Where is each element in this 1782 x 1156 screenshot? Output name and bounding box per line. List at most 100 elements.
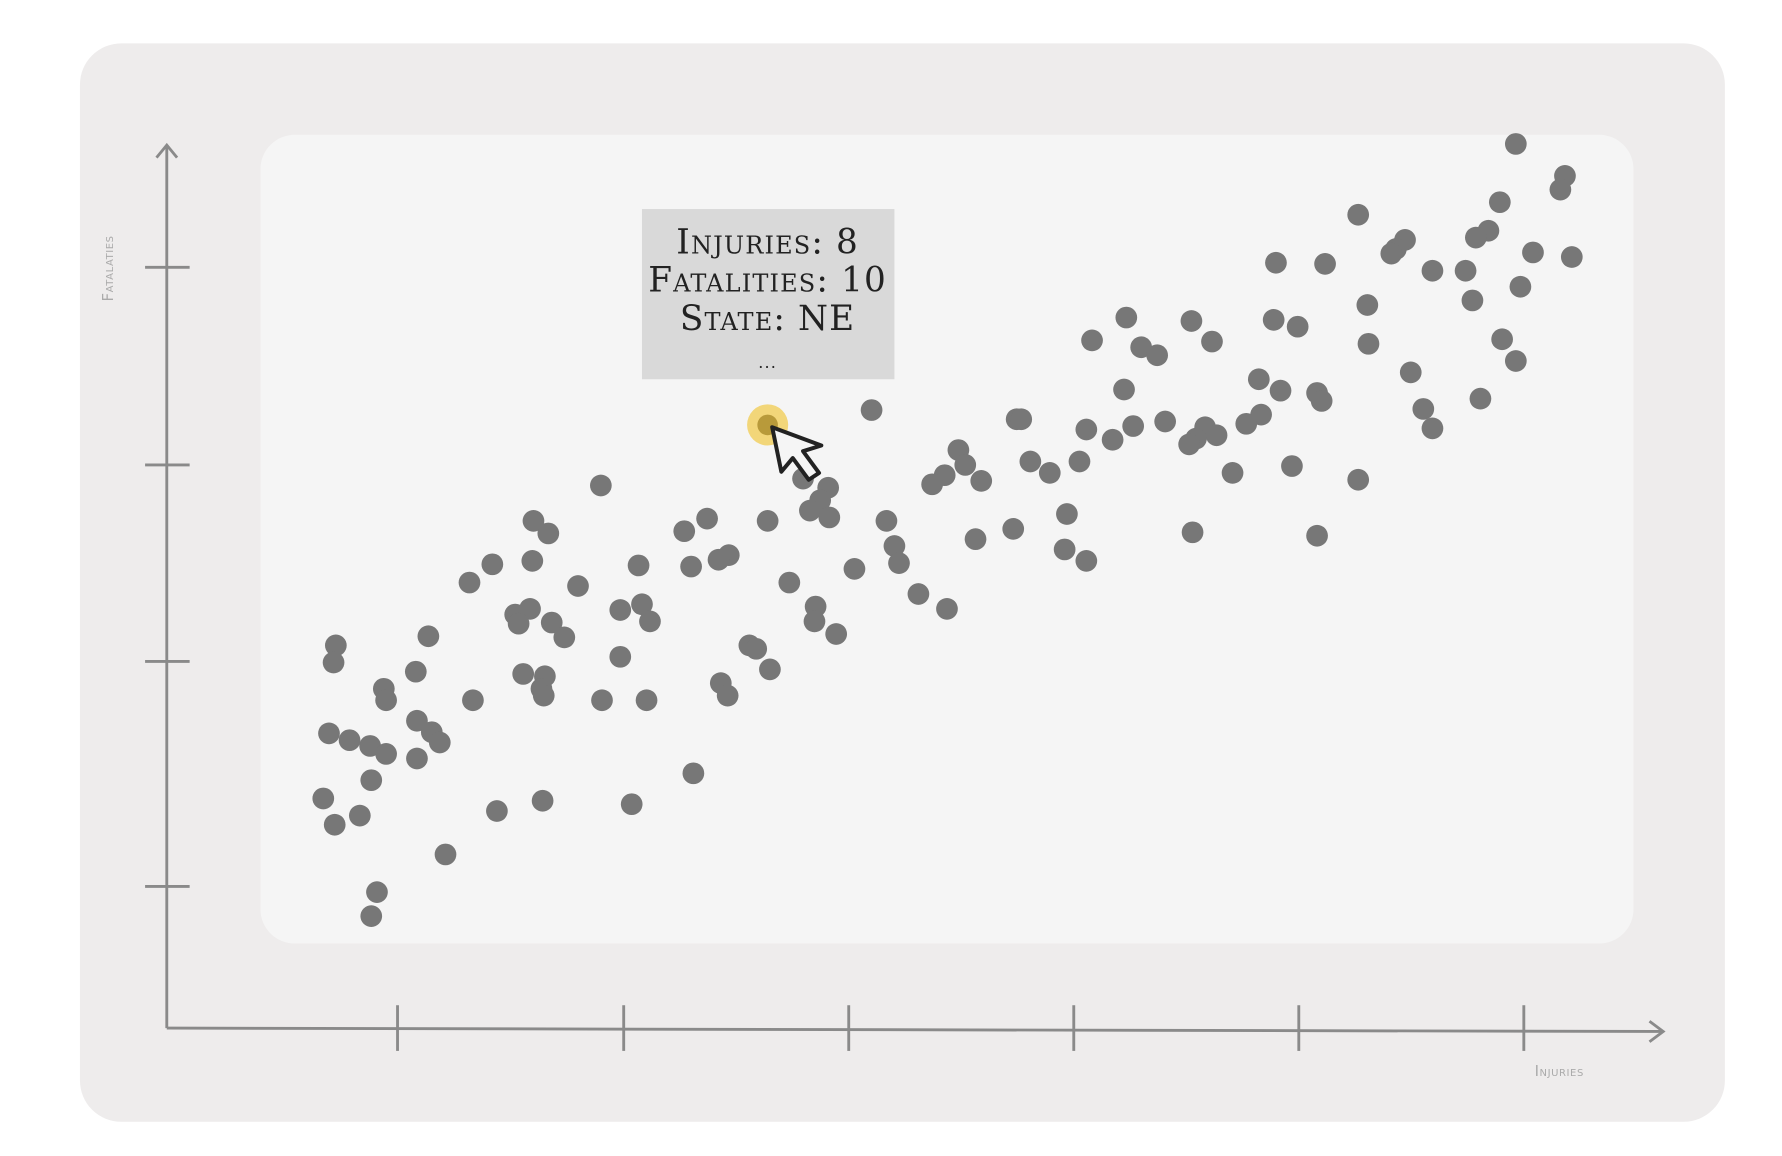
point[interactable] [1421, 259, 1444, 282]
point[interactable] [716, 684, 739, 707]
point[interactable] [1075, 418, 1098, 441]
point[interactable] [591, 689, 613, 712]
point[interactable] [1281, 455, 1303, 477]
point[interactable] [745, 637, 768, 660]
point[interactable] [921, 473, 943, 496]
point[interactable] [759, 658, 781, 681]
point[interactable] [537, 522, 560, 545]
point[interactable] [312, 787, 335, 810]
point[interactable] [825, 623, 848, 645]
point[interactable] [1130, 336, 1153, 359]
point[interactable] [507, 612, 530, 635]
point[interactable] [883, 535, 906, 557]
point[interactable] [404, 660, 427, 683]
point[interactable] [567, 575, 589, 597]
point[interactable] [338, 729, 361, 752]
point[interactable] [1201, 330, 1223, 353]
point[interactable] [1412, 398, 1435, 420]
point[interactable] [1180, 310, 1203, 332]
point[interactable] [818, 506, 841, 529]
point[interactable] [1347, 468, 1370, 491]
point[interactable] [1469, 387, 1492, 410]
point[interactable] [639, 610, 661, 633]
point[interactable] [778, 571, 801, 594]
point[interactable] [360, 769, 383, 792]
point[interactable] [375, 689, 397, 712]
point[interactable] [1056, 503, 1078, 525]
point[interactable] [1356, 294, 1379, 316]
point[interactable] [1310, 390, 1333, 412]
point[interactable] [954, 454, 977, 476]
point[interactable] [627, 554, 650, 577]
point[interactable] [1504, 350, 1527, 372]
point[interactable] [366, 881, 388, 903]
point[interactable] [1421, 417, 1444, 440]
point[interactable] [1038, 462, 1061, 484]
point[interactable] [888, 552, 910, 575]
point[interactable] [1269, 379, 1292, 402]
point[interactable] [406, 709, 428, 732]
point[interactable] [907, 583, 930, 605]
point[interactable] [1509, 275, 1532, 298]
point[interactable] [1235, 412, 1258, 435]
point[interactable] [359, 735, 381, 757]
point[interactable] [406, 747, 428, 770]
point[interactable] [964, 528, 987, 551]
point[interactable] [434, 843, 457, 866]
point[interactable] [860, 399, 883, 421]
point[interactable] [1380, 242, 1403, 265]
point[interactable] [481, 553, 504, 576]
point[interactable] [1488, 191, 1511, 214]
point[interactable] [521, 550, 544, 572]
point[interactable] [1347, 203, 1370, 226]
point[interactable] [756, 510, 779, 532]
point[interactable] [1314, 253, 1336, 275]
point[interactable] [875, 510, 898, 532]
point[interactable] [1399, 361, 1422, 384]
point[interactable] [1115, 306, 1138, 329]
point[interactable] [1053, 538, 1076, 561]
point[interactable] [1265, 251, 1287, 274]
point[interactable] [1122, 415, 1145, 437]
point[interactable] [428, 731, 451, 754]
point[interactable] [522, 510, 545, 532]
point[interactable] [609, 645, 632, 668]
point[interactable] [1454, 259, 1477, 282]
point[interactable] [486, 800, 508, 822]
point[interactable] [1101, 428, 1124, 451]
point[interactable] [375, 743, 397, 765]
point[interactable] [1461, 289, 1484, 312]
point[interactable] [1221, 462, 1244, 484]
point[interactable] [1113, 378, 1135, 401]
point[interactable] [1154, 410, 1177, 433]
point[interactable] [360, 905, 383, 927]
point[interactable] [1010, 408, 1033, 431]
point[interactable] [673, 520, 696, 543]
point[interactable] [348, 804, 371, 827]
point[interactable] [1247, 368, 1270, 391]
point[interactable] [540, 611, 563, 634]
point[interactable] [1465, 226, 1487, 249]
point[interactable] [1019, 450, 1042, 473]
point[interactable] [609, 599, 632, 621]
point[interactable] [635, 689, 658, 712]
point[interactable] [1286, 315, 1309, 338]
point[interactable] [799, 499, 821, 522]
point[interactable] [532, 684, 555, 707]
point[interactable] [1357, 332, 1380, 355]
point[interactable] [318, 722, 340, 745]
point[interactable] [590, 474, 612, 497]
point[interactable] [1146, 344, 1169, 367]
point[interactable] [680, 555, 702, 578]
point[interactable] [1178, 433, 1200, 456]
point[interactable] [1262, 308, 1285, 331]
point[interactable] [1560, 246, 1583, 268]
point[interactable] [1205, 424, 1228, 447]
point[interactable] [1068, 450, 1091, 473]
point[interactable] [936, 597, 958, 620]
point[interactable] [519, 597, 541, 620]
point[interactable] [843, 558, 866, 580]
point[interactable] [970, 470, 993, 492]
point[interactable] [1549, 178, 1572, 201]
point[interactable] [322, 651, 345, 674]
